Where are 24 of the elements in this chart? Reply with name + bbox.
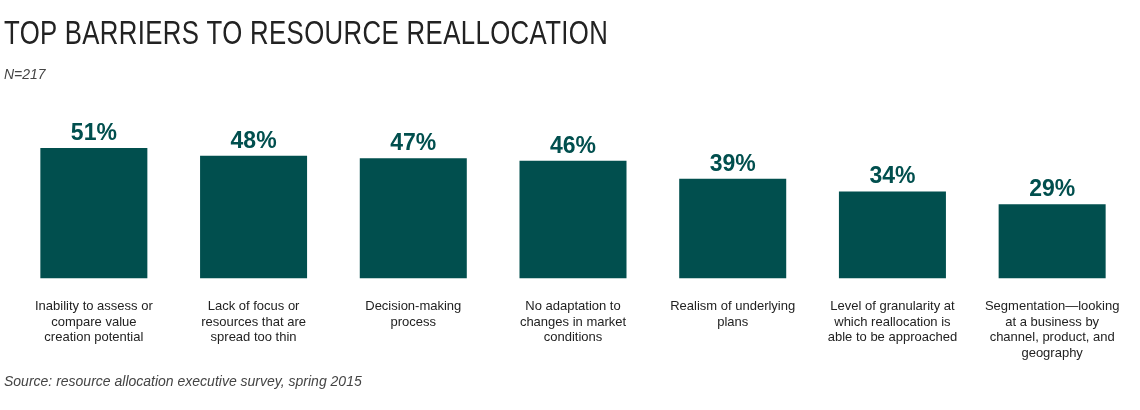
bar: [998, 204, 1106, 279]
chart-subtitle: N=217: [4, 66, 46, 82]
data-label: 39%: [709, 149, 756, 176]
x-tick-label: Segmentation—looking at a business by channel, product, and geography: [984, 297, 1120, 360]
bar: [40, 148, 148, 279]
chart-title: TOP BARRIERS TO RESOURCE REALLOCATION: [4, 14, 609, 52]
bar: [359, 158, 467, 279]
x-tick-label: Realism of underlying plans: [670, 297, 796, 329]
data-label: 34%: [869, 162, 916, 189]
bar: [679, 178, 787, 279]
data-label: 51%: [70, 118, 117, 145]
x-tick-label: Level of granularity at which reallocation is able to be approached: [827, 297, 958, 345]
source-note: Source: resource allocation executive survey, spring 2015: [4, 373, 362, 389]
x-tick-label: No adaptation to changes in market conditions: [519, 297, 627, 345]
bar: [838, 191, 946, 279]
data-label: 46%: [549, 131, 597, 158]
x-tick-label: Decision-making process: [365, 297, 462, 329]
bar: [519, 160, 627, 279]
data-label: 29%: [1029, 175, 1076, 202]
bar: [200, 155, 308, 279]
x-tick-label: Lack of focus or resources that are spread too thin: [201, 297, 306, 345]
data-label: 47%: [390, 129, 437, 156]
x-tick-label: Inability to assess or compare value creation potential: [34, 297, 154, 345]
data-label: 48%: [230, 126, 277, 153]
